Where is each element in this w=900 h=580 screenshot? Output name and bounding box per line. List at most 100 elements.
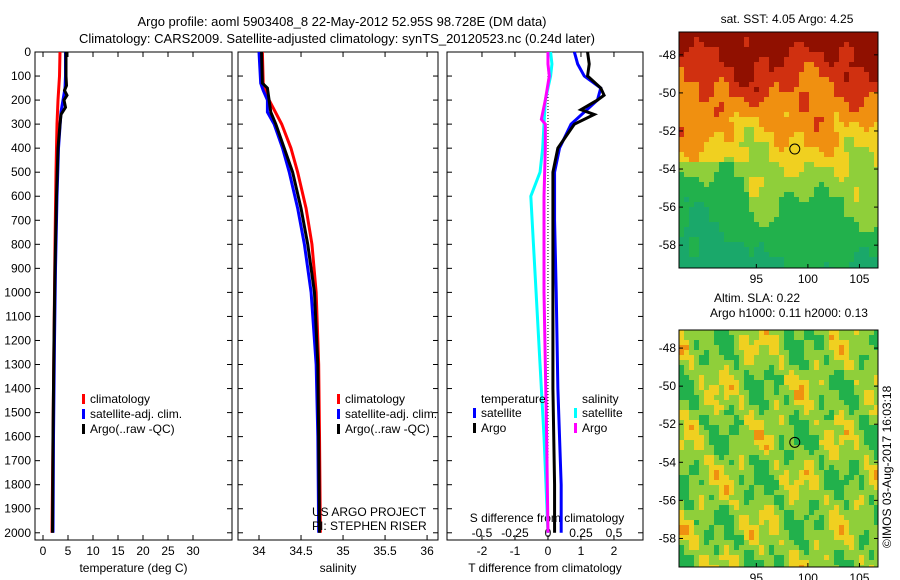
map-cell — [834, 147, 839, 152]
map-cell — [694, 132, 699, 137]
map-cell — [809, 455, 814, 460]
map-cell — [824, 425, 829, 430]
map-cell — [854, 37, 859, 42]
map-cell — [844, 425, 849, 430]
map-cell — [854, 415, 859, 420]
map-cell — [679, 117, 684, 122]
map-cell — [774, 227, 779, 232]
map-cell — [699, 107, 704, 112]
map-cell — [739, 187, 744, 192]
map-cell — [844, 237, 849, 242]
map-cell — [789, 435, 794, 440]
map-cell — [874, 257, 878, 262]
map-cell — [709, 112, 714, 117]
map-cell — [869, 107, 874, 112]
map-cell — [694, 495, 699, 500]
map-cell — [754, 445, 759, 450]
map-cell — [679, 127, 684, 132]
map-cell — [869, 157, 874, 162]
map-cell — [864, 355, 869, 360]
map-cell — [784, 127, 789, 132]
map-cell — [859, 345, 864, 350]
map-cell — [744, 395, 749, 400]
map-cell — [829, 127, 834, 132]
map-cell — [729, 182, 734, 187]
map-cell — [699, 37, 704, 42]
map-cell — [699, 560, 704, 565]
map-cell — [689, 355, 694, 360]
map-cell — [804, 445, 809, 450]
map-cell — [769, 82, 774, 87]
map-cell — [704, 490, 709, 495]
map-cell — [849, 360, 854, 365]
map-cell — [864, 167, 869, 172]
map-cell — [814, 565, 819, 567]
map-cell — [844, 232, 849, 237]
map-cell — [834, 540, 839, 545]
map-cell — [729, 555, 734, 560]
map-cell — [814, 555, 819, 560]
map-cell — [719, 232, 724, 237]
x-tick-label: 35 — [336, 544, 350, 558]
map-cell — [784, 112, 789, 117]
map-cell — [709, 425, 714, 430]
map-cell — [784, 390, 789, 395]
map-cell — [699, 122, 704, 127]
map-cell — [824, 355, 829, 360]
map-cell — [704, 360, 709, 365]
map-cell — [684, 97, 689, 102]
map-cell — [839, 450, 844, 455]
map-cell — [799, 92, 804, 97]
map-cell — [749, 375, 754, 380]
map-cell — [729, 122, 734, 127]
map-cell — [834, 405, 839, 410]
y-tick-label: 100 — [11, 69, 31, 83]
map-cell — [704, 177, 709, 182]
map-cell — [874, 430, 878, 435]
map-cell — [829, 192, 834, 197]
map-cell — [869, 77, 874, 82]
map-cell — [854, 360, 859, 365]
x-tick-label: 36 — [420, 544, 434, 558]
map-cell — [869, 252, 874, 257]
map-cell — [744, 262, 749, 267]
map-cell — [719, 375, 724, 380]
map-cell — [739, 42, 744, 47]
map-cell — [849, 222, 854, 227]
map-cell — [684, 415, 689, 420]
map-cell — [744, 460, 749, 465]
map-cell — [774, 87, 779, 92]
map-cell — [864, 550, 869, 555]
map-cell — [759, 42, 764, 47]
map-cell — [764, 395, 769, 400]
map-cell — [859, 82, 864, 87]
map-cell — [819, 440, 824, 445]
map-cell — [724, 112, 729, 117]
map-cell — [764, 465, 769, 470]
map-cell — [764, 217, 769, 222]
map-cell — [809, 370, 814, 375]
x-tick-label: 34.5 — [289, 544, 313, 558]
sst-map-title: sat. SST: 4.05 Argo: 4.25 — [721, 12, 854, 26]
map-cell — [869, 535, 874, 540]
lat-tick-label: -56 — [659, 493, 677, 507]
map-cell — [794, 97, 799, 102]
map-cell — [774, 132, 779, 137]
map-cell — [804, 217, 809, 222]
map-cell — [864, 470, 869, 475]
map-cell — [839, 495, 844, 500]
map-cell — [684, 465, 689, 470]
x-tick-label: 25 — [161, 544, 175, 558]
map-cell — [734, 37, 739, 42]
map-cell — [769, 485, 774, 490]
map-cell — [739, 107, 744, 112]
map-cell — [859, 355, 864, 360]
map-cell — [679, 67, 684, 72]
map-cell — [809, 97, 814, 102]
map-cell — [824, 137, 829, 142]
lat-tick-label: -48 — [659, 341, 677, 355]
map-cell — [759, 380, 764, 385]
map-cell — [759, 197, 764, 202]
map-cell — [804, 435, 809, 440]
map-cell — [849, 415, 854, 420]
